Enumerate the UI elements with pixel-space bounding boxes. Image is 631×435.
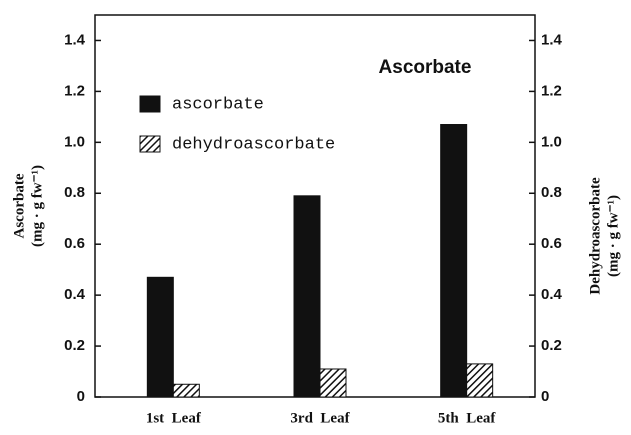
y2-tick-label: 0.6 [541,235,562,252]
y2-tick-label: 0.2 [541,337,562,354]
legend-swatch [139,95,161,113]
y-tick-label: 1.2 [64,82,85,99]
y-tick-label: 0.8 [64,184,85,201]
y-tick-label: 0.2 [64,337,85,354]
y2-tick-label: 1.2 [541,82,562,99]
y-tick-label: 1.4 [64,31,86,48]
bar [466,363,494,398]
bar [440,124,468,398]
y2-axis-label: (mg · g fw⁻¹) [605,195,621,277]
x-tick-label: 1st Leaf [146,410,202,426]
bar [172,383,200,398]
y-tick-label: 1.0 [64,133,85,150]
bar [146,276,174,398]
bar [293,195,321,398]
y2-tick-label: 0 [541,388,549,405]
y2-axis-label: Dehydroascorbate [587,177,603,295]
x-tick-label: 3rd Leaf [290,410,350,426]
x-tick-label: 5th Leaf [438,410,497,426]
y2-tick-label: 1.4 [541,31,563,48]
annotation: Ascorbate [379,57,472,78]
legend-label: dehydroascorbate [172,135,335,154]
bar [319,368,347,398]
y2-tick-label: 0.8 [541,184,562,201]
legend-label: ascorbate [172,95,264,114]
legend-swatch [139,135,161,153]
y-tick-label: 0 [77,388,85,405]
y-tick-label: 0.4 [64,286,86,303]
y-axis-label: Ascorbate [11,173,27,238]
y-axis-label: (mg · g fw⁻¹) [29,165,45,247]
y-tick-label: 0.6 [64,235,85,252]
y2-tick-label: 0.4 [541,286,563,303]
y2-tick-label: 1.0 [541,133,562,150]
